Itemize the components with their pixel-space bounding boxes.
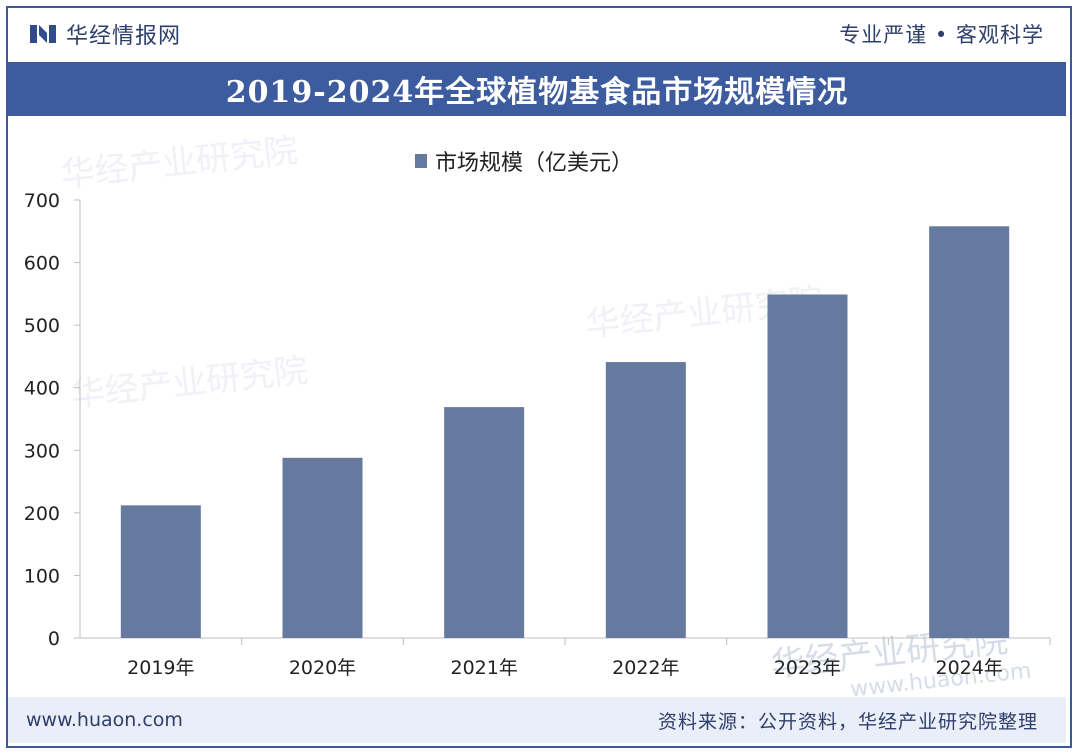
- x-tick-label: 2019年: [127, 657, 194, 679]
- top-bar: 华经情报网 专业严谨 • 客观科学: [8, 8, 1070, 60]
- brand-logo-icon: [30, 25, 56, 43]
- x-tick-label: 2023年: [774, 657, 841, 679]
- y-tick-label: 300: [24, 440, 60, 462]
- x-tick-label: 2022年: [612, 657, 679, 679]
- y-tick-label: 100: [24, 565, 60, 587]
- y-tick-label: 600: [24, 253, 60, 275]
- footer-url: www.huaon.com: [26, 709, 183, 731]
- bar: [767, 294, 848, 638]
- legend-swatch: [415, 154, 427, 168]
- title-bar: 2019-2024年全球植物基食品市场规模情况: [8, 62, 1066, 116]
- y-tick-label: 400: [24, 378, 60, 400]
- bar: [120, 505, 201, 638]
- bar-chart: 0 100 200 300 400 500 600 700 2019年 2020年 2021年 202…: [24, 190, 1051, 679]
- x-tick-label: 2021年: [450, 657, 517, 679]
- brand: 华经情报网: [30, 18, 181, 50]
- footer: www.huaon.com 资料来源：公开资料，华经产业研究院整理: [8, 697, 1066, 743]
- y-tick-label: 200: [24, 503, 60, 525]
- legend-label: 市场规模（亿美元）: [435, 151, 634, 176]
- bar: [282, 457, 363, 638]
- motto: 专业严谨 • 客观科学: [839, 23, 1044, 47]
- y-tick-label: 500: [24, 315, 60, 337]
- bar: [929, 226, 1010, 638]
- x-tick-label: 2020年: [289, 657, 356, 679]
- y-tick-label: 700: [24, 190, 60, 212]
- x-tick-label: 2024年: [935, 657, 1002, 679]
- bar: [605, 362, 686, 638]
- bar: [444, 407, 525, 638]
- y-tick-label: 0: [48, 628, 60, 650]
- footer-source: 资料来源：公开资料，华经产业研究院整理: [657, 710, 1038, 733]
- legend: 市场规模（亿美元）: [415, 145, 633, 177]
- chart-title: 2019-2024年全球植物基食品市场规模情况: [225, 75, 849, 110]
- brand-name: 华经情报网: [66, 24, 182, 49]
